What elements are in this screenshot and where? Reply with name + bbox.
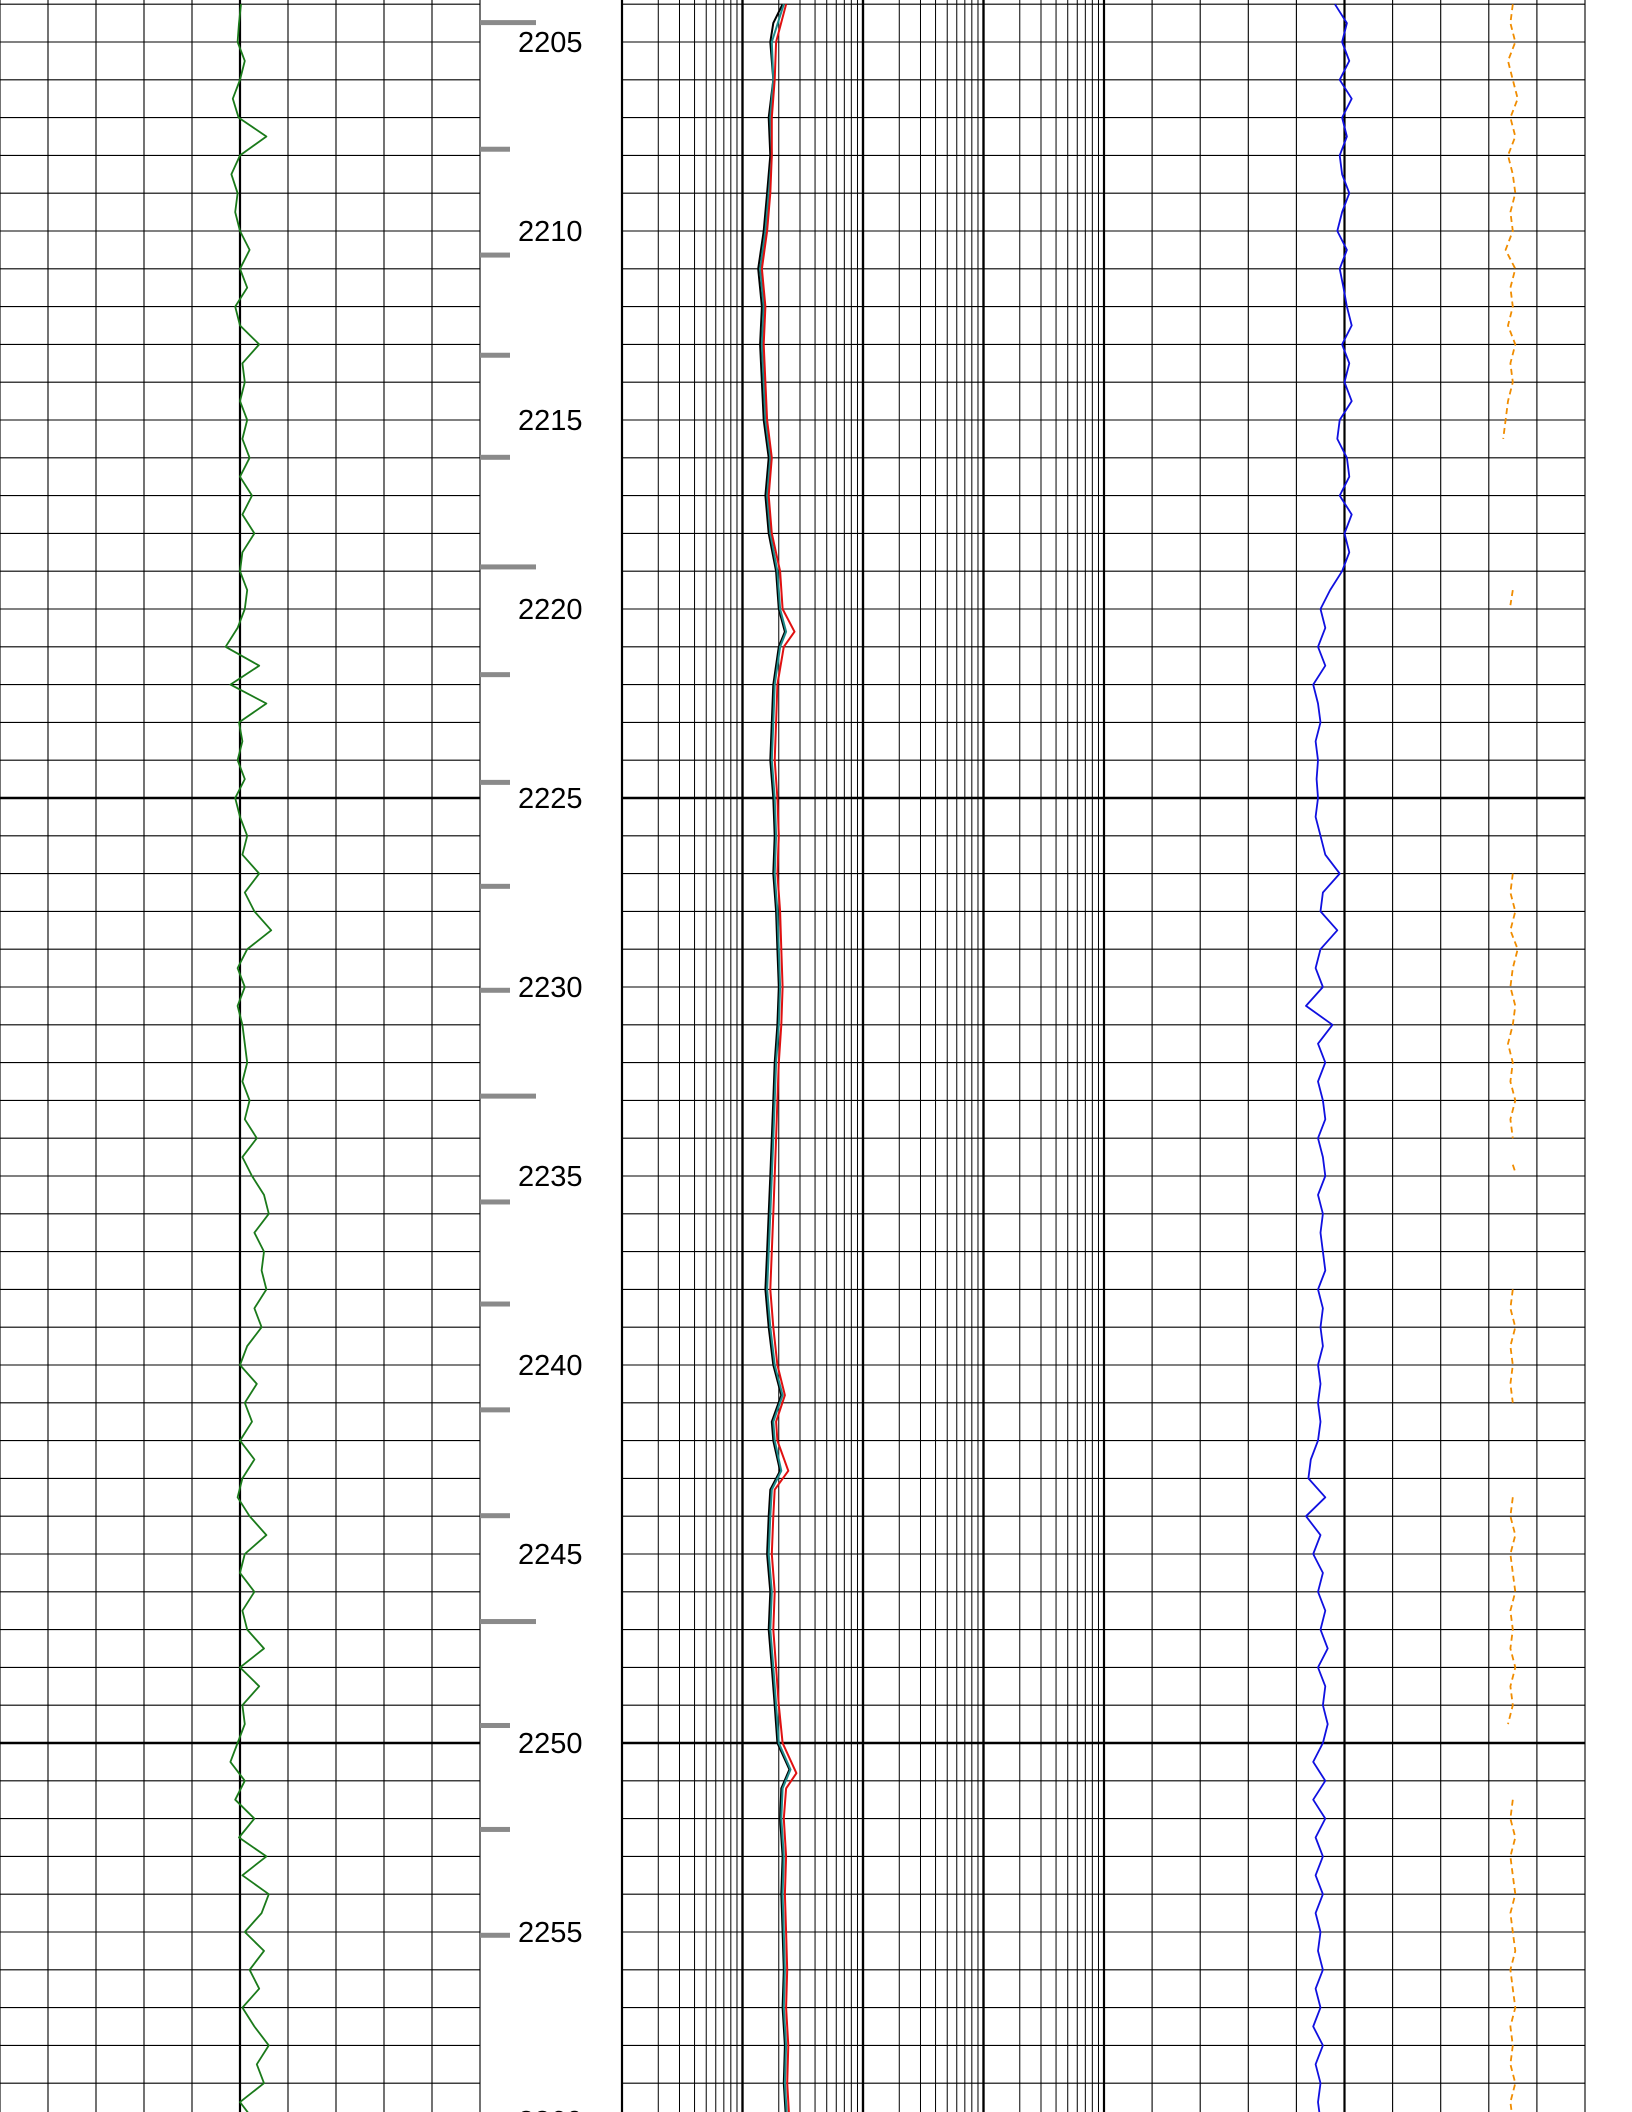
depth-label: 2220 (518, 594, 583, 626)
depth-tick (480, 1199, 510, 1205)
depth-label: 2215 (518, 405, 583, 437)
curve-track3-series (1502, 4, 1519, 440)
curve-track3-series (1507, 1497, 1517, 1725)
depth-label: 2260 (518, 2106, 583, 2112)
depth-tick (480, 1513, 510, 1519)
depth-tick (480, 252, 510, 258)
log-curves (224, 3, 1519, 2112)
depth-label: 2205 (518, 27, 583, 59)
depth-tick (480, 20, 536, 26)
depth-tick (480, 1093, 536, 1099)
depth-tick (480, 1407, 510, 1413)
depth-tick (480, 1722, 510, 1728)
depth-tick (480, 672, 510, 678)
curve-track2-series (759, 3, 792, 2112)
curve-track1-series (224, 4, 273, 2112)
depth-tick (480, 1619, 536, 1625)
curve-track2-series (757, 3, 791, 2112)
depth-label: 2250 (518, 1728, 583, 1760)
depth-tick (480, 454, 510, 460)
curve-track3-series (1509, 589, 1514, 606)
curve-track2-series (760, 3, 798, 2112)
curve-track3-series (1507, 873, 1519, 1139)
depth-tick (480, 883, 510, 889)
depth-label: 2230 (518, 972, 583, 1004)
depth-tick (480, 352, 510, 358)
depth-label: 2235 (518, 1161, 583, 1193)
depth-track: 2205 2210 2215 2220 2225 2230 2235 2240 2245 2250… (480, 20, 583, 2112)
depth-label: 2210 (518, 216, 583, 248)
curve-track3-series (1511, 1164, 1517, 1173)
curve-track3-series (1305, 3, 1353, 2112)
depth-label: 2225 (518, 783, 583, 815)
depth-tick (480, 987, 510, 993)
depth-tick (480, 564, 536, 570)
depth-tick (480, 779, 510, 785)
depth-label: 2255 (518, 1917, 583, 1949)
depth-tick (480, 1301, 510, 1307)
depth-tick (480, 1826, 510, 1832)
depth-label: 2240 (518, 1350, 583, 1382)
depth-tick (480, 146, 510, 152)
depth-tick (480, 1932, 510, 1938)
depth-label: 2245 (518, 1539, 583, 1571)
curve-track3-series (1509, 1799, 1517, 2112)
grid-lines (0, 0, 1586, 2112)
